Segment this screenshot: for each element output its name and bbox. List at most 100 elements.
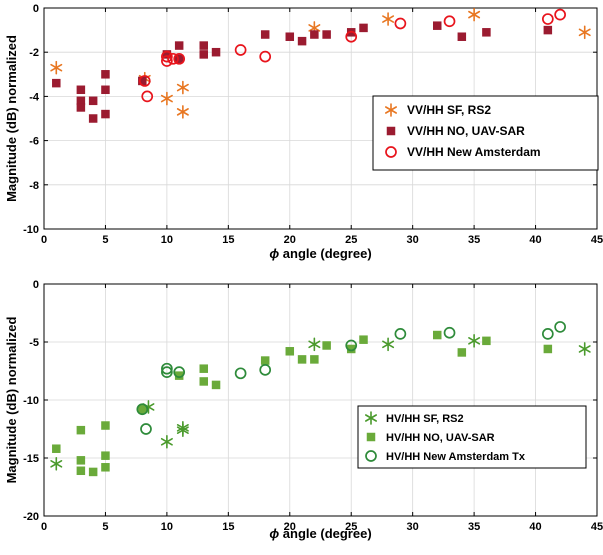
data-point bbox=[345, 30, 358, 43]
data-point bbox=[101, 451, 110, 460]
data-point bbox=[161, 366, 173, 379]
legend: VV/HH SF, RS2 VV/HH NO, UAV-SAR VV/HH New … bbox=[372, 95, 599, 171]
data-point bbox=[138, 405, 147, 414]
x-tick-label: 5 bbox=[102, 234, 108, 246]
legend-label: VV/HH SF, RS2 bbox=[407, 103, 491, 117]
x-axis-symbol: ϕ bbox=[269, 246, 279, 261]
x-tick-label: 40 bbox=[529, 234, 541, 246]
data-point bbox=[52, 444, 61, 453]
data-point bbox=[234, 44, 247, 56]
x-tick-label: 0 bbox=[41, 234, 47, 246]
data-point bbox=[173, 52, 186, 65]
data-point bbox=[76, 85, 86, 95]
data-point bbox=[234, 367, 247, 380]
data-point bbox=[101, 421, 110, 430]
data-point bbox=[260, 30, 270, 39]
data-point bbox=[394, 328, 407, 340]
data-point bbox=[101, 109, 110, 119]
data-point bbox=[141, 90, 154, 103]
x-tick-label: 25 bbox=[345, 234, 357, 246]
data-point bbox=[138, 76, 147, 86]
data-point bbox=[161, 362, 173, 375]
data-point bbox=[199, 364, 209, 373]
x-tick-label: 0 bbox=[41, 521, 47, 533]
data-point bbox=[359, 23, 368, 33]
data-point bbox=[310, 30, 319, 39]
y-tick-label: -4 bbox=[29, 91, 40, 103]
data-point bbox=[160, 91, 173, 106]
data-point bbox=[50, 456, 63, 471]
legend-marker bbox=[365, 411, 377, 425]
data-point bbox=[541, 13, 554, 25]
legend-box bbox=[357, 405, 587, 469]
data-point bbox=[346, 344, 356, 354]
x-tick-label: 5 bbox=[102, 521, 108, 533]
y-tick-label: -2 bbox=[29, 47, 39, 59]
legend-label: VV/HH NO, UAV-SAR bbox=[407, 124, 525, 138]
y-tick-label: -6 bbox=[29, 136, 39, 148]
data-point bbox=[88, 467, 98, 477]
data-point bbox=[101, 463, 110, 472]
data-point bbox=[457, 348, 467, 357]
data-point bbox=[88, 114, 98, 123]
data-point bbox=[554, 8, 566, 21]
data-point bbox=[285, 347, 295, 356]
data-point bbox=[578, 25, 591, 40]
x-tick-label: 15 bbox=[222, 521, 234, 533]
legend-marker bbox=[386, 126, 396, 136]
data-point bbox=[101, 85, 110, 95]
data-point bbox=[173, 366, 186, 379]
data-point bbox=[457, 32, 467, 41]
data-point bbox=[88, 96, 98, 106]
data-point bbox=[443, 326, 456, 339]
legend: HV/HH SF, RS2 HV/HH NO, UAV-SAR HV/HH New … bbox=[357, 405, 587, 469]
data-point bbox=[76, 466, 86, 476]
data-point bbox=[199, 50, 209, 59]
x-tick-label: 25 bbox=[345, 521, 357, 533]
x-axis-title: ϕ angle (degree) bbox=[269, 526, 371, 541]
x-tick-label: 30 bbox=[407, 521, 419, 533]
legend-label: HV/HH NO, UAV-SAR bbox=[386, 432, 495, 444]
legend-label: VV/HH New Amsterdam bbox=[407, 145, 541, 159]
data-point bbox=[259, 50, 272, 63]
data-point bbox=[176, 80, 189, 95]
x-axis-symbol: ϕ bbox=[269, 526, 279, 541]
data-point bbox=[76, 425, 86, 435]
data-point bbox=[160, 434, 173, 449]
data-point bbox=[297, 355, 307, 364]
data-point bbox=[76, 96, 86, 106]
data-point bbox=[382, 12, 395, 26]
series-1 bbox=[50, 334, 591, 471]
y-axis-title: Magnitude (dB) normalized bbox=[4, 317, 19, 484]
y-tick-label: 0 bbox=[33, 279, 39, 291]
legend-label: HV/HH New Amsterdam Tx bbox=[386, 451, 526, 463]
chart-1: 0 5 10 15 20 25 30 35 40 45 0 -2 -4 -6 -8 -10 ϕ angle (d… bbox=[4, 3, 603, 261]
data-point bbox=[543, 344, 553, 354]
data-point bbox=[211, 380, 221, 390]
y-tick-label: -20 bbox=[23, 511, 39, 523]
data-point bbox=[394, 17, 407, 30]
data-point bbox=[167, 52, 179, 65]
series-3 bbox=[138, 8, 566, 103]
legend-label: HV/HH SF, RS2 bbox=[386, 413, 464, 425]
data-point bbox=[554, 321, 566, 333]
data-point bbox=[76, 103, 86, 112]
data-point bbox=[482, 28, 491, 37]
data-point bbox=[432, 21, 442, 30]
data-point bbox=[174, 54, 184, 64]
data-point bbox=[174, 371, 184, 380]
data-point bbox=[211, 47, 221, 57]
data-point bbox=[285, 32, 295, 41]
data-point bbox=[101, 70, 110, 79]
x-tick-label: 40 bbox=[529, 521, 541, 533]
data-point bbox=[140, 423, 152, 435]
data-point bbox=[382, 337, 395, 352]
data-point bbox=[543, 25, 553, 35]
legend-marker bbox=[365, 450, 377, 462]
data-point bbox=[260, 356, 270, 365]
data-point bbox=[161, 50, 173, 63]
data-point bbox=[578, 342, 591, 356]
data-point bbox=[138, 75, 151, 87]
data-point bbox=[176, 423, 189, 437]
